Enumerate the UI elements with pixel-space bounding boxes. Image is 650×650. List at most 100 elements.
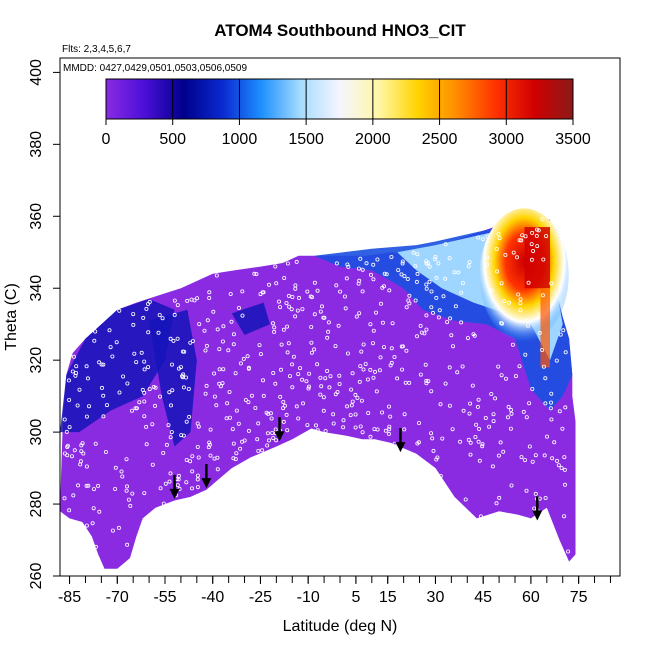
peak-core	[524, 227, 550, 289]
data-point	[67, 397, 72, 402]
data-point	[414, 279, 419, 284]
data-point	[334, 261, 339, 266]
data-point	[468, 401, 473, 406]
data-point	[65, 453, 70, 458]
data-point	[433, 257, 438, 262]
data-point	[318, 375, 323, 380]
data-point	[450, 344, 455, 349]
data-point	[315, 428, 320, 433]
data-point	[113, 465, 118, 470]
data-point	[203, 391, 208, 396]
data-point	[452, 270, 457, 275]
data-point	[411, 250, 416, 255]
data-point	[79, 449, 84, 454]
data-point	[407, 380, 412, 385]
data-point	[560, 426, 565, 431]
data-point	[374, 389, 379, 394]
data-point	[434, 275, 439, 280]
data-point	[180, 374, 185, 379]
data-point	[168, 435, 173, 440]
data-point	[272, 325, 277, 330]
data-point	[438, 473, 443, 478]
data-point	[96, 483, 101, 488]
data-point	[92, 487, 97, 492]
data-point	[295, 308, 300, 313]
data-point	[357, 311, 362, 316]
data-point	[273, 381, 278, 386]
data-point	[86, 483, 91, 488]
data-point	[196, 424, 201, 429]
data-point	[559, 465, 564, 470]
data-point	[532, 506, 537, 511]
data-point	[142, 359, 147, 364]
data-point	[227, 389, 232, 394]
data-point	[84, 483, 89, 488]
data-point	[416, 420, 421, 425]
data-point	[337, 381, 342, 386]
data-point	[126, 497, 131, 502]
data-point	[402, 274, 407, 279]
data-point	[291, 354, 296, 359]
arrow-head	[201, 478, 212, 489]
data-point	[294, 404, 299, 409]
data-point	[545, 434, 550, 439]
data-point	[211, 309, 216, 314]
data-point	[413, 298, 418, 303]
data-point	[519, 455, 524, 460]
data-point	[563, 405, 568, 410]
data-point	[144, 424, 149, 429]
data-point	[475, 404, 480, 409]
arrow-head	[532, 510, 543, 521]
data-point	[533, 491, 538, 496]
data-point	[473, 434, 478, 439]
data-point	[84, 464, 89, 469]
data-point	[272, 329, 277, 334]
data-point	[195, 485, 200, 490]
data-point	[273, 427, 278, 432]
data-point	[87, 404, 92, 409]
data-point	[349, 387, 354, 392]
data-point	[505, 415, 510, 420]
arrow-head	[169, 488, 180, 499]
data-point	[343, 306, 348, 311]
x-tick-label: -10	[297, 589, 320, 606]
data-point	[93, 441, 98, 446]
data-point	[312, 312, 317, 317]
data-point	[555, 458, 560, 463]
data-point	[543, 376, 548, 381]
data-point	[353, 425, 358, 430]
data-point	[110, 528, 115, 533]
y-axis-label: Theta (C)	[3, 283, 20, 351]
data-point	[368, 367, 373, 372]
data-point	[489, 288, 494, 293]
data-point	[246, 428, 251, 433]
data-point	[64, 429, 69, 434]
data-point	[377, 368, 382, 373]
data-point	[502, 299, 507, 304]
data-point	[426, 261, 431, 266]
data-point	[281, 399, 286, 404]
data-point	[246, 366, 251, 371]
data-point	[167, 390, 172, 395]
data-point	[101, 414, 106, 419]
data-point	[67, 508, 72, 513]
data-point	[326, 329, 331, 334]
data-point	[368, 322, 373, 327]
data-point	[168, 403, 173, 408]
data-point	[228, 291, 233, 296]
data-point	[147, 299, 152, 304]
data-point	[309, 340, 314, 345]
data-point	[549, 391, 554, 396]
data-point	[493, 396, 498, 401]
data-point	[93, 544, 98, 549]
chart-title: ATOM4 Southbound HNO3_CIT	[214, 21, 466, 40]
data-point	[455, 370, 460, 375]
data-point	[481, 237, 486, 242]
data-point	[463, 497, 468, 502]
data-point	[265, 431, 270, 436]
data-point	[443, 381, 448, 386]
data-point	[485, 234, 490, 239]
data-point	[349, 403, 354, 408]
data-point	[423, 362, 428, 367]
data-point	[338, 289, 343, 294]
